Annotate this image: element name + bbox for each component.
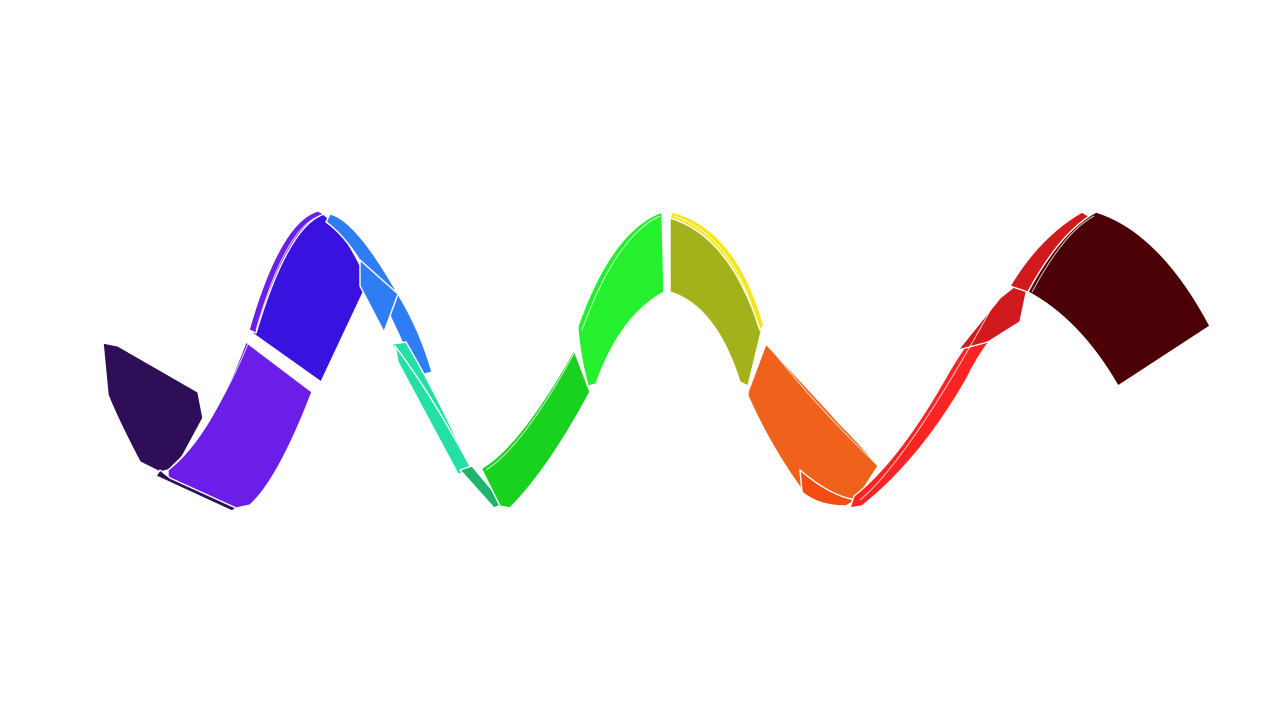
ribbon-segment-green [481, 349, 591, 509]
ribbon-edge-highlight [859, 299, 997, 501]
ribbon-edge-highlight [255, 215, 321, 331]
ribbon-edge-highlight [171, 343, 249, 467]
ribbon-segment-maroon [1027, 211, 1211, 387]
ribbon-segment-blue [359, 259, 399, 333]
ribbon-edge-highlight [1031, 215, 1095, 293]
ribbon-edge-highlight [581, 215, 661, 331]
ribbon-segment-violet [167, 341, 313, 509]
ribbon-edge-highlight [771, 349, 877, 465]
ribbon-segment-deep-indigo [155, 469, 237, 512]
ribbon-segment-yellow [669, 211, 765, 331]
ribbon-segment-bright-green [577, 211, 665, 387]
ribbon-segment-violet [248, 210, 325, 334]
ribbon-segment-aqua [394, 345, 473, 475]
ribbon-segment-crimson [957, 273, 1031, 351]
ribbon-edge-highlight [485, 345, 579, 471]
ribbon-edge-highlight [673, 215, 759, 327]
ribbon-segment-deep-indigo [102, 342, 204, 473]
ribbon-segment-orange [747, 343, 879, 503]
